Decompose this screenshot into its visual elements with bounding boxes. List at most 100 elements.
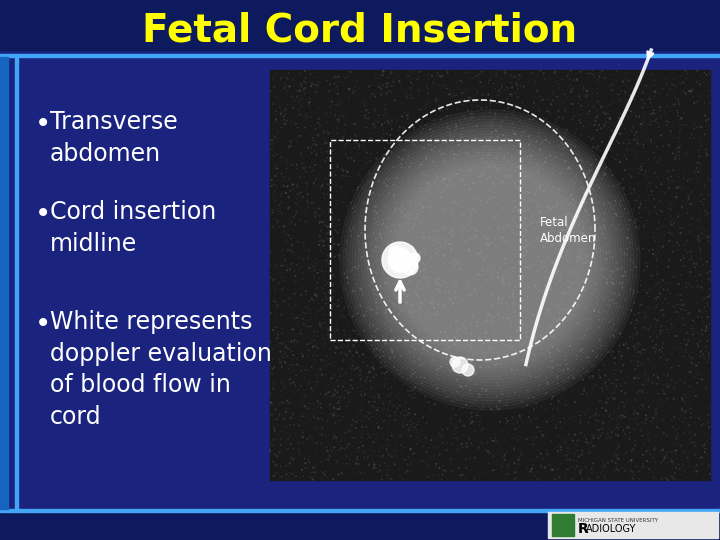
Point (353, 379, 364, 388)
Point (345, 70, 356, 79)
Point (680, 150, 692, 158)
Point (345, 450, 356, 458)
Point (501, 228, 513, 237)
Point (601, 174, 613, 183)
Point (423, 375, 435, 384)
Point (271, 461, 283, 469)
Point (508, 289, 519, 298)
Point (572, 389, 583, 397)
Point (508, 212, 520, 221)
Point (592, 214, 603, 222)
Point (426, 436, 437, 444)
Point (564, 305, 575, 314)
Point (618, 421, 630, 430)
Point (521, 271, 532, 280)
Point (657, 175, 668, 184)
Point (361, 178, 373, 187)
Point (352, 447, 364, 456)
Point (359, 182, 370, 191)
Point (420, 434, 432, 442)
Point (280, 219, 292, 228)
Point (569, 120, 580, 129)
Point (476, 306, 487, 315)
Point (447, 404, 459, 413)
Point (382, 451, 394, 460)
Point (598, 306, 609, 315)
Point (453, 312, 464, 320)
Point (667, 165, 679, 174)
Point (697, 314, 708, 323)
Point (435, 186, 446, 194)
Point (676, 358, 688, 367)
Point (565, 138, 577, 147)
Point (319, 281, 330, 289)
Point (274, 401, 286, 410)
Point (331, 160, 343, 169)
Point (321, 403, 333, 411)
Point (467, 374, 479, 383)
Point (312, 369, 323, 377)
Point (278, 291, 289, 299)
Point (441, 354, 452, 362)
Point (516, 341, 528, 349)
Point (339, 113, 351, 122)
Point (426, 188, 437, 197)
Point (343, 388, 354, 396)
Point (405, 156, 416, 165)
Point (491, 381, 503, 389)
Point (628, 286, 639, 295)
Point (366, 363, 377, 372)
Point (406, 138, 418, 146)
Point (426, 278, 437, 286)
Point (351, 348, 362, 356)
Point (585, 69, 596, 78)
Point (350, 418, 361, 427)
Point (684, 237, 696, 246)
Point (659, 108, 670, 117)
Point (493, 144, 505, 153)
Point (319, 384, 330, 393)
Point (600, 375, 611, 384)
Point (357, 198, 369, 207)
Point (614, 266, 626, 274)
Point (664, 164, 675, 172)
Point (330, 100, 342, 109)
Point (644, 155, 655, 164)
Point (640, 141, 652, 150)
Point (404, 444, 415, 453)
Point (507, 288, 518, 296)
Point (540, 116, 552, 125)
Point (327, 209, 338, 218)
Point (689, 463, 701, 472)
Point (485, 308, 497, 317)
Point (528, 98, 539, 107)
Point (590, 281, 602, 289)
Point (589, 230, 600, 238)
Point (616, 202, 627, 211)
Point (498, 222, 510, 231)
Point (287, 131, 299, 140)
Point (667, 471, 678, 480)
Point (307, 96, 318, 104)
Point (596, 373, 608, 382)
Point (288, 381, 300, 389)
Point (456, 371, 467, 380)
Point (623, 411, 634, 420)
Point (454, 388, 465, 396)
Point (510, 474, 521, 482)
Point (660, 295, 671, 303)
Point (568, 76, 580, 85)
Point (473, 251, 485, 259)
Point (442, 266, 454, 274)
Point (702, 301, 714, 310)
Point (275, 356, 287, 364)
Point (672, 339, 683, 348)
Point (412, 75, 423, 84)
Point (510, 260, 522, 268)
Point (697, 157, 708, 166)
Point (472, 66, 484, 75)
Point (546, 170, 557, 178)
Point (585, 413, 596, 422)
Point (472, 130, 484, 139)
Point (484, 108, 495, 117)
